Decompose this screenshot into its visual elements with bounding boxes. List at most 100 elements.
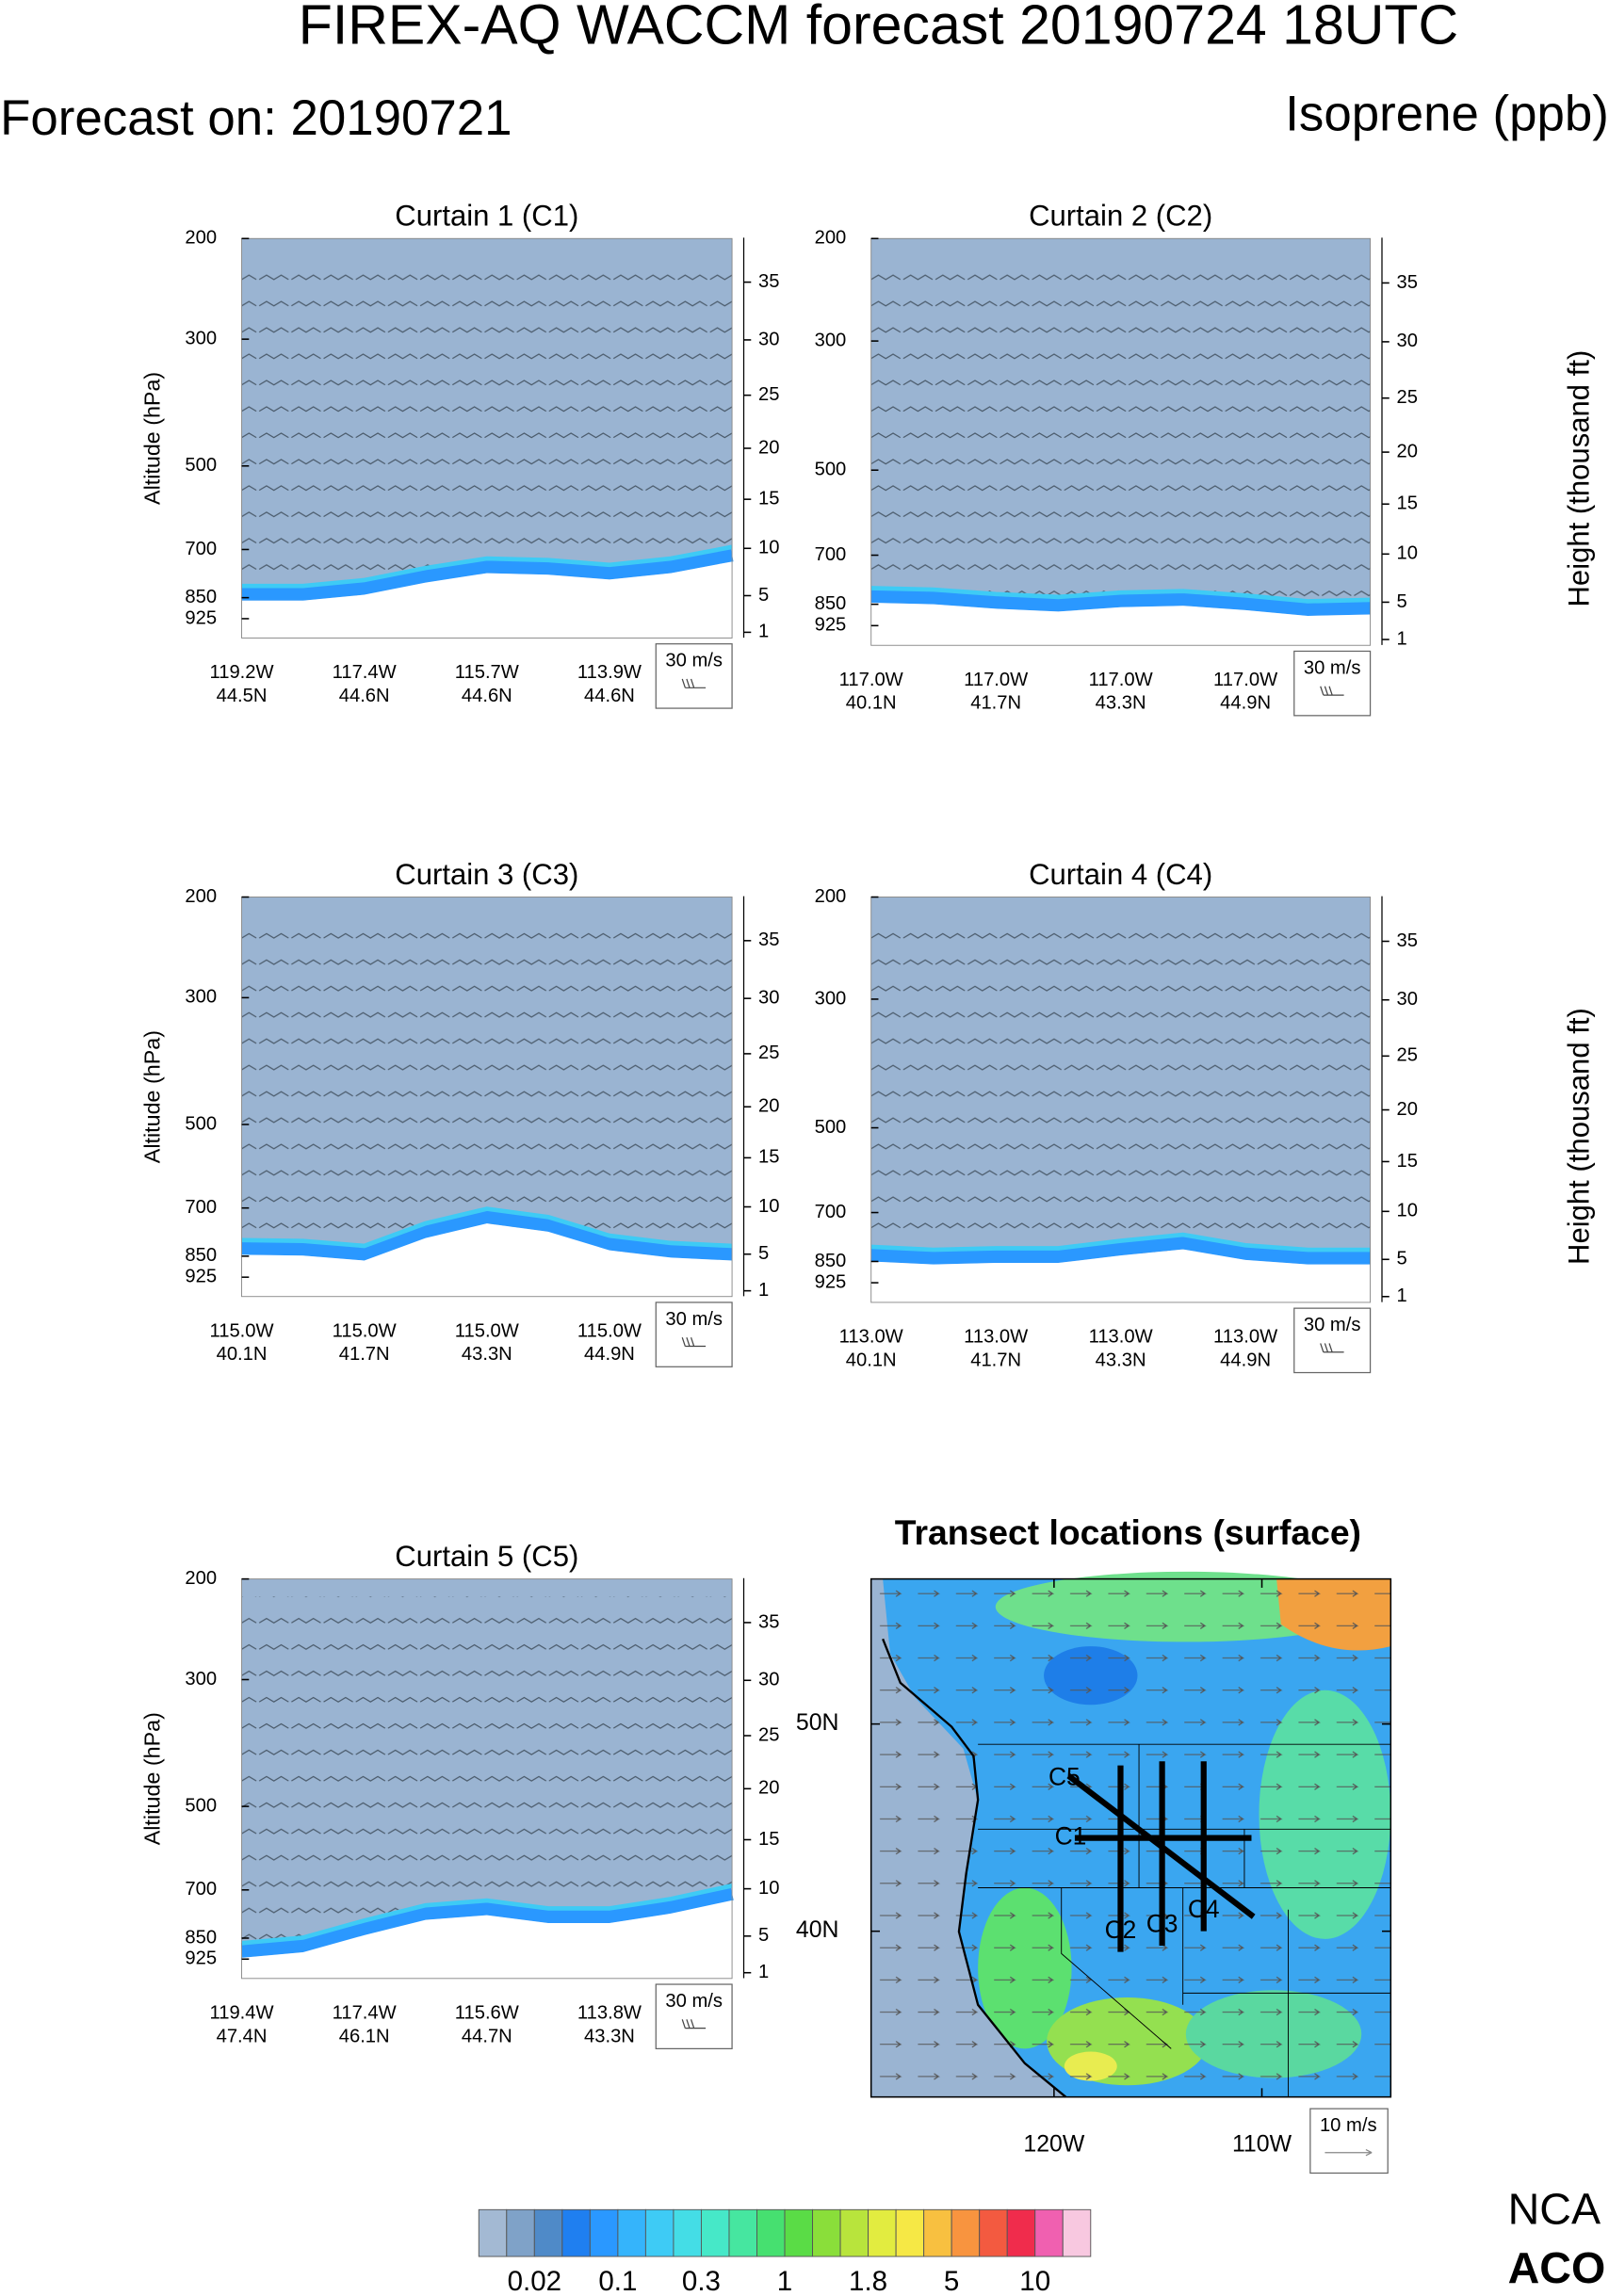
isoprene-band-top bbox=[241, 1206, 733, 1249]
y2-tick-label: 25 bbox=[1397, 387, 1418, 408]
x-label-lon: 117.0W bbox=[964, 670, 1028, 690]
colorbar-box bbox=[951, 2208, 981, 2257]
wind-key-label: 30 m/s bbox=[1304, 657, 1361, 678]
y-tick-label: 500 bbox=[815, 460, 847, 480]
y-tick-label: 500 bbox=[185, 455, 217, 476]
y-tick-label: 700 bbox=[815, 544, 847, 565]
transect-label: C5 bbox=[1048, 1763, 1081, 1791]
ground bbox=[241, 1223, 733, 1297]
y-tick-label: 300 bbox=[185, 987, 217, 1008]
colorbar-tick-label: 0.1 bbox=[598, 2266, 637, 2296]
isoprene-band bbox=[870, 588, 1371, 616]
x-label-lat: 44.6N bbox=[584, 686, 635, 706]
colorbar-tick-label: 5 bbox=[944, 2266, 959, 2296]
x-label-lat: 41.7N bbox=[970, 693, 1021, 714]
y2-tick-label: 1 bbox=[1397, 1285, 1407, 1306]
y2-axis-label: Height (thousand ft) bbox=[1563, 1008, 1596, 1265]
y-tick-label: 700 bbox=[815, 1202, 847, 1222]
x-label-lon: 115.0W bbox=[455, 1320, 519, 1341]
curtain-title: Curtain 4 (C4) bbox=[1029, 858, 1212, 891]
colorbar-box bbox=[561, 2208, 591, 2257]
y2-tick-label: 35 bbox=[758, 271, 779, 292]
y2-tick-label: 1 bbox=[758, 1962, 769, 1982]
transect bbox=[1066, 1773, 1256, 1919]
wind-key-box bbox=[1293, 1307, 1372, 1374]
y2-tick-label: 15 bbox=[758, 1147, 779, 1168]
wind-key-label: 30 m/s bbox=[665, 1991, 723, 2012]
ground bbox=[870, 1249, 1371, 1302]
isoprene-band bbox=[240, 1885, 734, 1958]
x-label-lon: 119.4W bbox=[210, 2002, 274, 2023]
curtain-title: Curtain 2 (C2) bbox=[1029, 200, 1212, 233]
y2-tick-label: 1 bbox=[758, 622, 769, 642]
y-tick-label: 850 bbox=[185, 1245, 217, 1266]
x-label-lon: 115.7W bbox=[455, 662, 519, 683]
colorbar-tick-label: 10 bbox=[1019, 2266, 1050, 2296]
x-tick-label: 120W bbox=[1023, 2131, 1084, 2158]
y-tick-label: 300 bbox=[815, 330, 847, 350]
wind-key-label: 30 m/s bbox=[665, 1309, 723, 1330]
wind-key-label: 30 m/s bbox=[1304, 1315, 1361, 1335]
transect-label: C2 bbox=[1105, 1916, 1137, 1944]
y2-tick-label: 35 bbox=[758, 930, 779, 950]
colorbar-box bbox=[1062, 2208, 1092, 2257]
wind-barbs bbox=[870, 914, 1371, 1302]
colorbar-box bbox=[839, 2208, 870, 2257]
colorbar-box bbox=[617, 2208, 646, 2257]
colorbar-tick-label: 0.02 bbox=[508, 2266, 561, 2296]
colorbar-tick-label: 1.8 bbox=[849, 2266, 887, 2296]
y-tick-label: 850 bbox=[815, 593, 847, 614]
y2-tick-label: 1 bbox=[758, 1280, 769, 1301]
y-tick-label: 925 bbox=[185, 607, 217, 628]
y-tick-label: 850 bbox=[185, 587, 217, 607]
x-label-lat: 43.3N bbox=[1096, 1350, 1146, 1370]
y2-tick-label: 15 bbox=[1397, 493, 1418, 514]
y2-tick-label: 5 bbox=[758, 585, 769, 606]
y2-tick-label: 35 bbox=[1397, 272, 1418, 293]
y2-tick-label: 30 bbox=[758, 329, 779, 349]
x-label-lat: 44.9N bbox=[584, 1344, 635, 1365]
curtain-title: Curtain 3 (C3) bbox=[395, 858, 578, 891]
logo-line: ACO bbox=[1508, 2243, 1606, 2292]
y2-tick-label: 5 bbox=[1397, 1249, 1407, 1269]
ground bbox=[241, 1900, 733, 1979]
x-label-lat: 41.7N bbox=[970, 1350, 1021, 1370]
y-tick-label: 925 bbox=[815, 615, 847, 636]
y-tick-label: 700 bbox=[185, 539, 217, 559]
y2-tick-label: 30 bbox=[758, 1670, 779, 1690]
y-tick-label: 50N bbox=[796, 1709, 839, 1736]
x-label-lon: 115.0W bbox=[333, 1320, 397, 1341]
colorbar-box bbox=[895, 2208, 925, 2257]
y-tick-label: 925 bbox=[185, 1948, 217, 1969]
y-tick-label: 700 bbox=[185, 1197, 217, 1218]
colorbar-box bbox=[478, 2208, 508, 2257]
y-tick-label: 300 bbox=[185, 1669, 217, 1690]
x-label-lon: 115.6W bbox=[455, 2002, 519, 2023]
ground bbox=[870, 603, 1371, 646]
plot-frame bbox=[241, 237, 733, 639]
y2-tick-label: 25 bbox=[758, 1724, 779, 1745]
x-label-lat: 43.3N bbox=[1096, 693, 1146, 714]
y2-tick-label: 10 bbox=[758, 538, 779, 558]
y-tick-label: 200 bbox=[185, 1568, 217, 1589]
y2-tick-label: 30 bbox=[758, 988, 779, 1009]
x-label-lon: 117.4W bbox=[333, 662, 397, 683]
y-tick-label: 500 bbox=[815, 1117, 847, 1138]
y-tick-label: 300 bbox=[185, 328, 217, 348]
page-title: FIREX-AQ WACCM forecast 20190724 18UTC bbox=[299, 0, 1458, 57]
y-tick-label: 200 bbox=[185, 228, 217, 249]
curtain-title: Curtain 5 (C5) bbox=[395, 1540, 578, 1573]
x-label-lat: 44.6N bbox=[462, 686, 512, 706]
colorbar-tick-label: 1 bbox=[777, 2266, 792, 2296]
y2-tick-label: 10 bbox=[1397, 543, 1418, 564]
y-axis-label: Altitude (hPa) bbox=[139, 1712, 164, 1845]
x-label-lon: 119.2W bbox=[210, 662, 274, 683]
x-label-lat: 44.7N bbox=[462, 2026, 512, 2046]
y-tick-label: 40N bbox=[796, 1916, 839, 1943]
isoprene-band-top bbox=[241, 1884, 733, 1946]
y-tick-label: 500 bbox=[185, 1795, 217, 1816]
y2-tick-label: 20 bbox=[758, 1096, 779, 1117]
y2-tick-label: 25 bbox=[758, 1043, 779, 1063]
colorbar-box bbox=[589, 2208, 619, 2257]
